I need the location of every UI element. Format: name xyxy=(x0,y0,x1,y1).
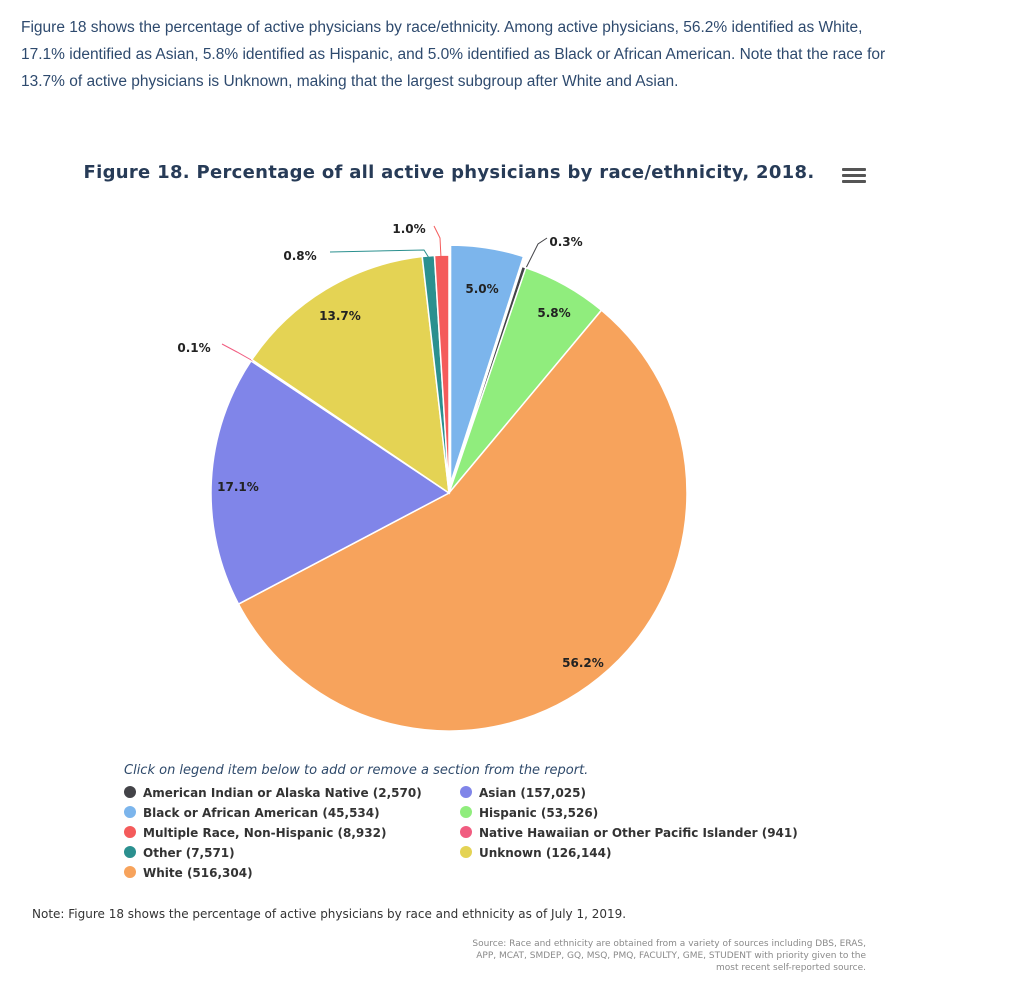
menu-bar xyxy=(842,174,866,177)
legend-marker-icon xyxy=(460,806,472,818)
connector-native-hawaiian-or-other-pacific-islander xyxy=(221,343,254,362)
legend-item-other[interactable]: Other (7,571) xyxy=(124,846,235,860)
data-label-american-indian-or-alaska-native: 0.3% xyxy=(549,235,582,249)
legend-label: Hispanic (53,526) xyxy=(479,806,599,820)
hamburger-menu-icon[interactable] xyxy=(842,168,866,188)
chart-title: Figure 18. Percentage of all active phys… xyxy=(83,162,815,183)
intro-paragraph: Figure 18 shows the percentage of active… xyxy=(21,19,886,90)
legend-item-asian[interactable]: Asian (157,025) xyxy=(460,786,586,800)
data-label-asian: 17.1% xyxy=(217,480,259,494)
legend-item-white[interactable]: White (516,304) xyxy=(124,866,253,880)
connector-american-indian-or-alaska-native xyxy=(523,237,548,273)
data-label-native-hawaiian-or-other-pacific-islander: 0.1% xyxy=(177,341,210,355)
legend-marker-icon xyxy=(460,786,472,798)
legend-label: Other (7,571) xyxy=(143,846,235,860)
legend-item-black-or-african-american[interactable]: Black or African American (45,534) xyxy=(124,806,380,820)
legend-label: American Indian or Alaska Native (2,570) xyxy=(143,786,422,800)
figure-note: Note: Figure 18 shows the percentage of … xyxy=(32,907,627,921)
connector-other xyxy=(329,249,430,259)
legend-hint: Click on legend item below to add or rem… xyxy=(124,763,589,778)
pie-slice-white[interactable] xyxy=(237,309,688,732)
pie-slice-black-or-african-american[interactable] xyxy=(449,244,525,484)
legend-label: White (516,304) xyxy=(143,866,253,880)
pie-slice-asian[interactable] xyxy=(210,359,451,606)
data-label-hispanic: 5.8% xyxy=(537,306,570,320)
legend-item-native-hawaiian-or-other-pacific-islander[interactable]: Native Hawaiian or Other Pacific Islande… xyxy=(460,826,798,840)
source-note: Source: Race and ethnicity are obtained … xyxy=(472,939,866,973)
connector-multiple-race-non-hispanic xyxy=(433,225,442,259)
pie-chart: 5.0% 0.3% 5.8% 56.2% 17.1% 0.1% 13.7% 0.8% 1.0% xyxy=(177,222,688,732)
legend-item-hispanic[interactable]: Hispanic (53,526) xyxy=(460,806,598,820)
legend-label: Asian (157,025) xyxy=(479,786,586,800)
legend-label: Black or African American (45,534) xyxy=(143,806,380,820)
menu-bar xyxy=(842,168,866,171)
legend-item-unknown[interactable]: Unknown (126,144) xyxy=(460,846,612,860)
legend-marker-icon xyxy=(124,826,136,838)
legend-label: Multiple Race, Non-Hispanic (8,932) xyxy=(143,826,387,840)
legend-item-american-indian-or-alaska-native[interactable]: American Indian or Alaska Native (2,570) xyxy=(124,786,422,800)
legend-marker-icon xyxy=(124,786,136,798)
menu-bar xyxy=(842,180,866,183)
data-label-white: 56.2% xyxy=(562,656,604,670)
legend-marker-icon xyxy=(124,846,136,858)
legend-item-multiple-race-non-hispanic[interactable]: Multiple Race, Non-Hispanic (8,932) xyxy=(124,826,386,840)
legend-label: Native Hawaiian or Other Pacific Islande… xyxy=(479,826,798,840)
legend-label: Unknown (126,144) xyxy=(479,846,612,860)
data-label-unknown: 13.7% xyxy=(319,309,361,323)
data-label-other: 0.8% xyxy=(283,249,316,263)
legend-marker-icon xyxy=(124,866,136,878)
legend-marker-icon xyxy=(460,826,472,838)
pie-slice-multiple-race-non-hispanic[interactable] xyxy=(433,254,450,494)
data-label-black-or-african-american: 5.0% xyxy=(465,282,498,296)
pie-slice-unknown[interactable] xyxy=(250,255,450,495)
legend-marker-icon xyxy=(124,806,136,818)
data-label-multiple-race-non-hispanic: 1.0% xyxy=(392,222,425,236)
legend-marker-icon xyxy=(460,846,472,858)
